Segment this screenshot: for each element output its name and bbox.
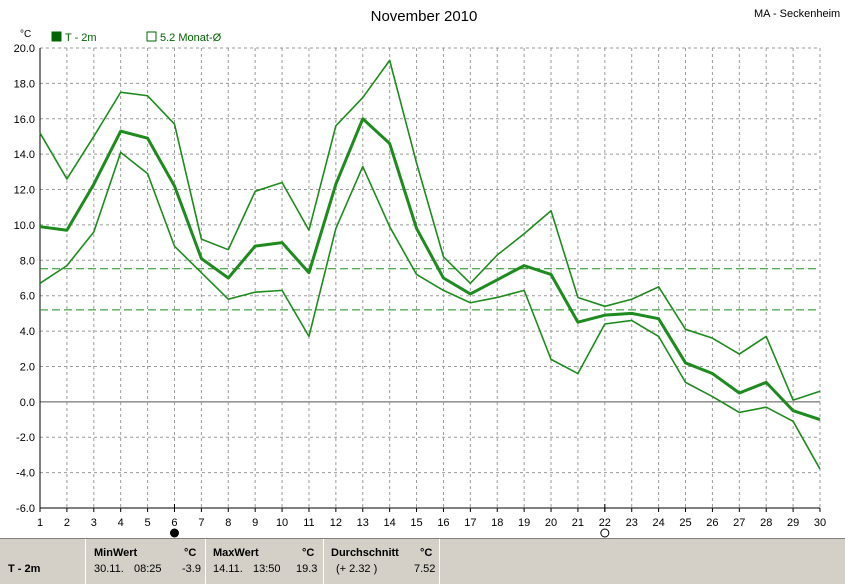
- x-tick-label: 20: [545, 517, 557, 529]
- y-tick-label: 14.0: [14, 149, 35, 161]
- x-tick-label: 11: [303, 517, 314, 529]
- max-cell: MaxWert °C 14.11. 13:50 19.3: [206, 539, 324, 584]
- y-axis-unit: °C: [20, 29, 31, 40]
- y-tick-label: 8.0: [20, 255, 35, 267]
- station-name: MA - Seckenheim: [754, 8, 840, 20]
- grid: [40, 47, 821, 508]
- x-tick-label: 16: [437, 517, 449, 529]
- min-time: 08:25: [134, 563, 162, 575]
- average-header: Durchschnitt: [331, 547, 399, 559]
- series-line-max: [39, 59, 821, 401]
- y-tick-label: 12.0: [14, 185, 35, 197]
- x-tick-label: 27: [733, 517, 745, 529]
- temperature-chart: November 2010 MA - Seckenheim °C T - 2m …: [14, 8, 840, 538]
- x-tick-label: 17: [464, 517, 476, 529]
- y-tick-label: -6.0: [16, 503, 35, 515]
- x-tick-label: 18: [491, 517, 503, 529]
- y-tick-label: 0.0: [20, 397, 35, 409]
- average-value: 7.52: [414, 563, 436, 575]
- legend-label-t2m: T - 2m: [65, 32, 97, 44]
- min-cell: MinWert °C 30.11. 08:25 -3.9: [86, 539, 206, 584]
- y-tick-label: 6.0: [20, 291, 35, 303]
- x-tick-label: 25: [679, 517, 691, 529]
- series-line-mean: [39, 117, 821, 421]
- x-tick-label: 5: [145, 517, 151, 529]
- average-delta: (+ 2.32 ): [336, 563, 378, 575]
- y-tick-label: 4.0: [20, 326, 35, 338]
- x-tick-label: 8: [225, 517, 231, 529]
- moon-markers: [169, 504, 610, 538]
- x-tick-label: 23: [626, 517, 638, 529]
- series-name-cell: T - 2m: [0, 539, 86, 584]
- y-tick-label: -2.0: [16, 432, 35, 444]
- y-tick-label: 2.0: [20, 361, 35, 373]
- x-tick-label: 7: [198, 517, 204, 529]
- y-tick-label: -4.0: [16, 468, 35, 480]
- chart-title: November 2010: [371, 8, 478, 25]
- average-unit: °C: [420, 547, 433, 559]
- x-tick-label: 12: [330, 517, 342, 529]
- y-tick-labels: 20.0 18.0 16.0 14.0 12.0 10.0 8.0 6.0 4.0 2.0 0.0 -…: [14, 43, 35, 515]
- x-tick-label: 26: [706, 517, 718, 529]
- min-unit: °C: [184, 547, 197, 559]
- min-date: 30.11.: [94, 563, 124, 575]
- x-tick-label: 6: [171, 517, 177, 529]
- new-moon-icon: [169, 528, 179, 538]
- average-cell: Durchschnitt °C (+ 2.32 ) 7.52: [324, 539, 440, 584]
- x-tick-label: 4: [118, 517, 124, 529]
- reference-lines: [40, 268, 820, 311]
- x-tick-label: 9: [252, 517, 258, 529]
- x-tick-label: 28: [760, 517, 772, 529]
- max-header: MaxWert: [213, 547, 259, 559]
- x-tick-label: 30: [814, 517, 826, 529]
- y-tick-label: 18.0: [14, 78, 35, 90]
- min-header: MinWert: [94, 547, 138, 559]
- x-tick-labels: 1 2 3 4 5 6 7 8 9 10 11 12 13 14 15 16 17 18 19 20 21 22 23 24 2…: [37, 517, 826, 529]
- y-tick-label: 10.0: [14, 220, 35, 232]
- legend-label-monthly-avg: 5.2 Monat-Ø: [160, 32, 222, 44]
- statistics-panel: T - 2m MinWert °C 30.11. 08:25 -3.9 MaxW…: [0, 538, 845, 584]
- max-value: 19.3: [296, 563, 318, 575]
- y-tick-label: 20.0: [14, 43, 35, 55]
- legend-swatch-filled: [51, 31, 62, 42]
- max-unit: °C: [302, 547, 315, 559]
- series-lines: [39, 59, 821, 470]
- min-value: -3.9: [182, 563, 201, 575]
- x-tick-label: 24: [652, 517, 664, 529]
- x-tick-label: 13: [357, 517, 369, 529]
- x-tick-label: 21: [572, 517, 584, 529]
- x-tick-label: 10: [276, 517, 288, 529]
- full-moon-icon: [600, 528, 610, 538]
- series-line-min: [39, 151, 821, 470]
- y-tick-label: 16.0: [14, 114, 35, 126]
- max-date: 14.11.: [213, 563, 243, 575]
- x-tick-label: 3: [91, 517, 97, 529]
- series-name-label: T - 2m: [8, 563, 41, 575]
- axes: [39, 48, 821, 512]
- x-tick-label: 19: [518, 517, 530, 529]
- legend-swatch-open: [146, 31, 157, 42]
- x-tick-label: 15: [410, 517, 422, 529]
- x-tick-label: 29: [787, 517, 799, 529]
- x-tick-label: 2: [64, 517, 70, 529]
- x-tick-label: 1: [37, 517, 43, 529]
- max-time: 13:50: [253, 563, 281, 575]
- x-tick-label: 14: [384, 517, 396, 529]
- x-tick-label: 22: [599, 517, 611, 529]
